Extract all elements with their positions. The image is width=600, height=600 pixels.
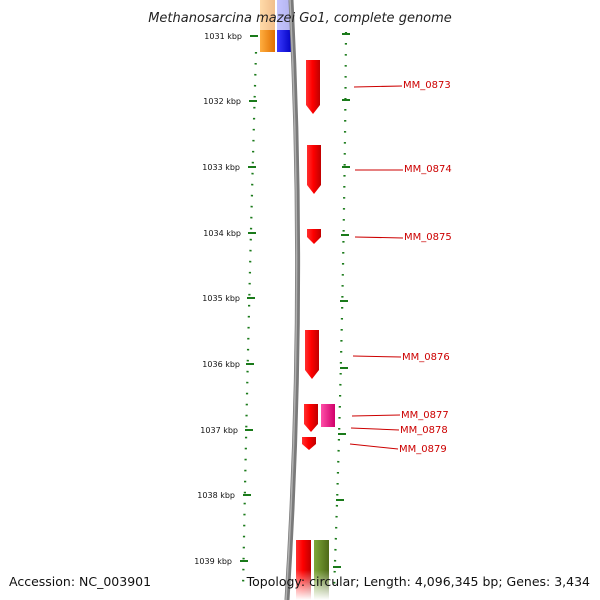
label-connectors [349,85,404,450]
gene-label-mm-0879[interactable]: MM_0879 [399,444,447,455]
connector-mm-0877 [351,414,401,417]
connector-mm-0873 [353,85,403,88]
gene-bottom-red-fade [296,570,311,600]
right-major-ticks [333,33,350,568]
tick-label-1039: 1039 kbp [194,557,232,566]
genome-backbone [284,0,301,600]
connector-mm-0878 [350,427,400,431]
gene-labels: MM_0873 MM_0874 MM_0875 MM_0876 MM_0877 … [399,80,452,455]
gene-label-mm-0875[interactable]: MM_0875 [404,232,452,243]
left-dotted-ruler [241,51,258,591]
tick-label-1032: 1032 kbp [203,97,241,106]
gene-label-mm-0876[interactable]: MM_0876 [402,352,450,363]
connector-mm-0875 [354,236,404,239]
tick-label-1038: 1038 kbp [197,491,235,500]
gene-mm-0879[interactable] [302,437,316,450]
tick-label-1034: 1034 kbp [203,229,241,238]
gene-mm-0876[interactable] [305,330,319,379]
gene-features [296,60,335,600]
connector-mm-0879 [349,443,399,450]
gene-blue-fade [277,0,292,30]
gene-label-mm-0877[interactable]: MM_0877 [401,410,449,421]
top-partial-genes [260,0,292,52]
gene-label-mm-0878[interactable]: MM_0878 [400,425,448,436]
tick-label-1031: 1031 kbp [204,32,242,41]
connector-mm-0876 [352,355,402,358]
tick-label-1036: 1036 kbp [202,360,240,369]
gene-mm-0877[interactable] [304,404,318,432]
tick-label-1033: 1033 kbp [202,163,240,172]
gene-bottom-olive-fade [314,570,329,600]
map-title: Methanosarcina mazei Go1, complete genom… [148,11,452,26]
tick-label-1037: 1037 kbp [200,426,238,435]
tick-labels: 1031 kbp 1032 kbp 1033 kbp 1034 kbp 1035… [194,32,242,566]
accession-text: Accession: NC_003901 [9,574,151,589]
gene-mm-0875[interactable] [307,229,321,244]
topology-text: Topology: circular; Length: 4,096,345 bp… [246,574,590,589]
gene-label-mm-0873[interactable]: MM_0873 [403,80,451,91]
tick-label-1035: 1035 kbp [202,294,240,303]
gene-label-mm-0874[interactable]: MM_0874 [404,164,452,175]
left-major-ticks [240,35,258,562]
gene-orange-fade [260,0,275,30]
gene-mm-0874[interactable] [307,145,321,194]
right-dotted-ruler [332,31,348,591]
gene-mm-0873[interactable] [306,60,320,114]
gene-mm-0877b[interactable] [321,404,335,427]
